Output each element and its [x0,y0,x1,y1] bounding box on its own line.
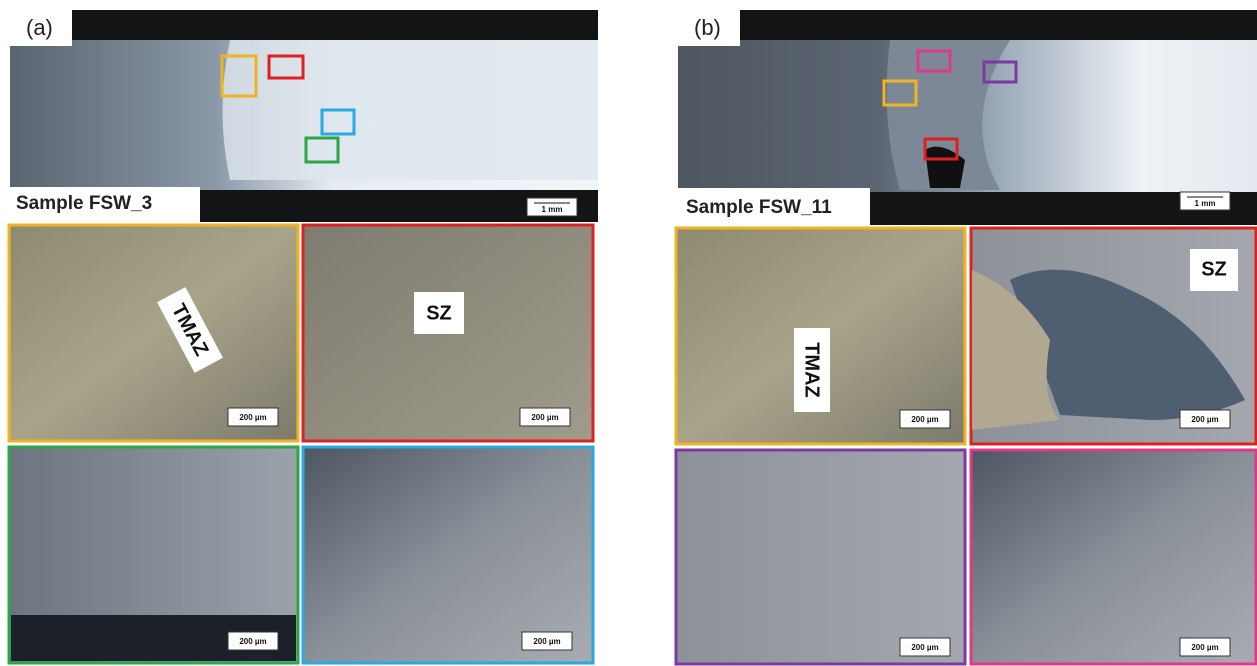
figure: (a) Sample FSW_3 1 mm TMAZ SZ 200 µm 200… [0,0,1257,666]
zone-label: SZ [1201,258,1227,280]
scale-bar: 200 µm [239,637,266,646]
scale-bar: 1 mm [1195,199,1216,208]
page: (a) Sample FSW_3 1 mm TMAZ SZ 200 µm 200… [0,0,1257,666]
sample-name: Sample FSW_3 [16,193,152,214]
scale-bar: 200 µm [239,413,266,422]
sample-name: Sample FSW_11 [686,197,832,218]
scale-bar: 1 mm [542,205,563,214]
panel-label: (a) [26,15,53,40]
scale-bar: 200 µm [911,415,938,424]
scale-bar: 200 µm [1191,643,1218,652]
scale-bar: 200 µm [911,643,938,652]
macro-b: (b) Sample FSW_11 1 mm [678,10,1257,225]
zone-label: SZ [426,302,452,324]
scale-bar: 200 µm [531,413,558,422]
micro-b: TMAZ SZ 200 µm 200 µm 200 µm 200 µm [676,228,1256,664]
micro-a: TMAZ SZ 200 µm 200 µm 200 µm 200 µm [9,225,593,663]
zone-label: TMAZ [801,342,823,398]
scale-bar: 200 µm [533,637,560,646]
scale-bar: 200 µm [1191,415,1218,424]
panel-label: (b) [694,15,721,40]
macro-a: (a) Sample FSW_3 1 mm [10,10,598,222]
